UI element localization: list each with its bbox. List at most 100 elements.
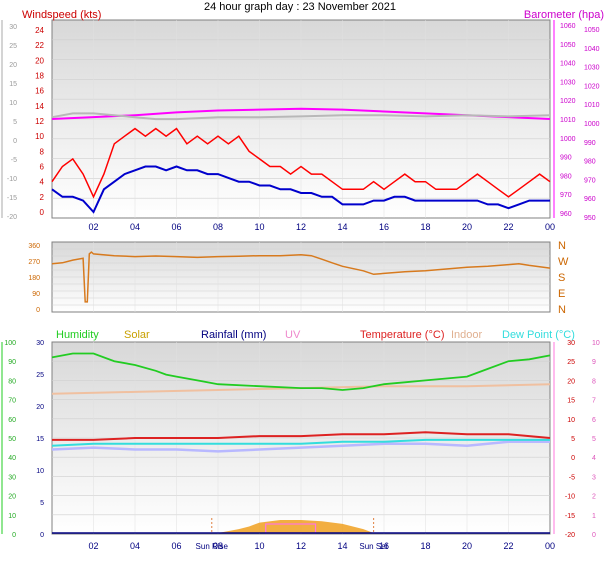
humidity-y-tick: 80 [8,378,16,385]
temp-outer-tick: 30 [9,24,17,31]
wind-y-tick: 24 [35,26,44,35]
wind-x-tick: 08 [213,222,223,232]
uv-y-tick: 10 [592,340,600,347]
uv-y-tick: 7 [592,398,596,405]
dew-point-line [51,438,550,447]
baro-y-tick: 1010 [560,117,576,124]
temp-y-tick: 10 [567,417,575,424]
baro-inner-tick: 990 [584,140,596,147]
wind-y-tick: 0 [40,208,45,217]
uv-y-tick: 2 [592,494,596,501]
wind-x-tick: 16 [379,222,389,232]
light-line [51,440,550,453]
wind-y-tick: 2 [40,193,45,202]
baro-y-tick: 970 [560,192,572,199]
wind-x-tick: 14 [337,222,347,232]
legend-entry: Temperature (°C) [360,329,444,341]
temp-outer-tick: 15 [9,81,17,88]
humidity-y-tick: 50 [8,436,16,443]
baro-inner-tick: 1030 [584,65,600,72]
wind-y-tick: 14 [35,102,44,111]
baro-inner-tick: 950 [584,215,596,222]
sunrise-label: Sun Rise [196,542,229,551]
uv-y-tick: 8 [592,378,596,385]
rain-y-tick: 20 [36,404,44,411]
wind-y-tick: 16 [35,87,44,96]
baro-inner-tick: 1050 [584,27,600,34]
temp-y-tick: -10 [565,494,575,501]
rain-y-tick: 30 [36,340,44,347]
temperature-x-tick: 12 [296,541,306,551]
temperature-x-tick: 16 [379,541,389,551]
solar-area [218,520,374,533]
wind-x-tick: 20 [462,222,472,232]
baro-axis-label: Barometer (hpa) [524,9,604,21]
temp-y-tick: 20 [567,378,575,385]
humidity-y-tick: 0 [12,532,16,539]
temperature-x-tick: 04 [130,541,140,551]
temp-y-tick: 15 [567,398,575,405]
wind-y-tick: 4 [40,178,45,187]
rain-y-tick: 5 [40,500,44,507]
direction-y-tick: 270 [28,259,40,266]
baro-inner-tick: 980 [584,159,596,166]
temp-outer-tick: 25 [9,43,17,50]
temp-y-tick: -5 [569,474,575,481]
wind-average-line [51,165,550,214]
baro-y-tick: 1020 [560,98,576,105]
legend-entry: UV [285,329,301,341]
humidity-y-tick: 20 [8,494,16,501]
wind-x-tick: 22 [503,222,513,232]
outdoor-temp-line [51,112,551,121]
page-title: 24 hour graph day : 23 November 2021 [204,1,396,13]
temp-outer-tick: 0 [13,138,17,145]
temperature-x-tick: 14 [337,541,347,551]
temp-y-tick: -20 [565,532,575,539]
baro-y-tick: 1000 [560,136,576,143]
humidity-y-tick: 100 [4,340,16,347]
uv-y-tick: 3 [592,474,596,481]
humidity-y-tick: 60 [8,417,16,424]
baro-inner-tick: 960 [584,196,596,203]
wind-x-tick: 00 [545,222,555,232]
wind-x-tick: 04 [130,222,140,232]
rain-y-tick: 15 [36,436,44,443]
wind-axis-label: Windspeed (kts) [22,9,101,21]
baro-y-tick: 1040 [560,61,576,68]
temp-y-tick: -15 [565,513,575,520]
temperature-x-tick: 02 [88,541,98,551]
wind-x-tick: 18 [420,222,430,232]
uv-y-tick: 4 [592,455,596,462]
temp-y-tick: 0 [571,455,575,462]
baro-y-tick: 960 [560,211,572,218]
temp-outer-tick: -15 [7,195,17,202]
baro-y-tick: 1030 [560,79,576,86]
baro-inner-tick: 1000 [584,121,600,128]
wind-x-tick: 12 [296,222,306,232]
temperature-x-tick: 10 [254,541,264,551]
rain-y-tick: 0 [40,532,44,539]
wind-y-tick: 22 [35,41,44,50]
wind-direction-line [51,251,551,303]
temperature-x-tick: 08 [213,541,223,551]
humidity-y-tick: 10 [8,513,16,520]
baro-y-tick: 980 [560,173,572,180]
baro-inner-tick: 970 [584,177,596,184]
humidity-y-tick: 70 [8,398,16,405]
uv-y-tick: 5 [592,436,596,443]
temp-outer-tick: -20 [7,214,17,221]
direction-y-tick: 360 [28,243,40,250]
uv-y-tick: 0 [592,532,596,539]
baro-y-tick: 1060 [560,23,576,30]
direction-compass-tick: N [558,240,566,252]
temperature-x-tick: 06 [171,541,181,551]
direction-compass-tick: S [558,272,565,284]
temp-outer-tick: 5 [13,119,17,126]
legend-entry: Dew Point (°C) [502,329,575,341]
wind-y-tick: 8 [40,147,45,156]
wind-x-tick: 10 [254,222,264,232]
temp-outer-tick: -5 [11,157,17,164]
temperature-x-tick: 20 [462,541,472,551]
